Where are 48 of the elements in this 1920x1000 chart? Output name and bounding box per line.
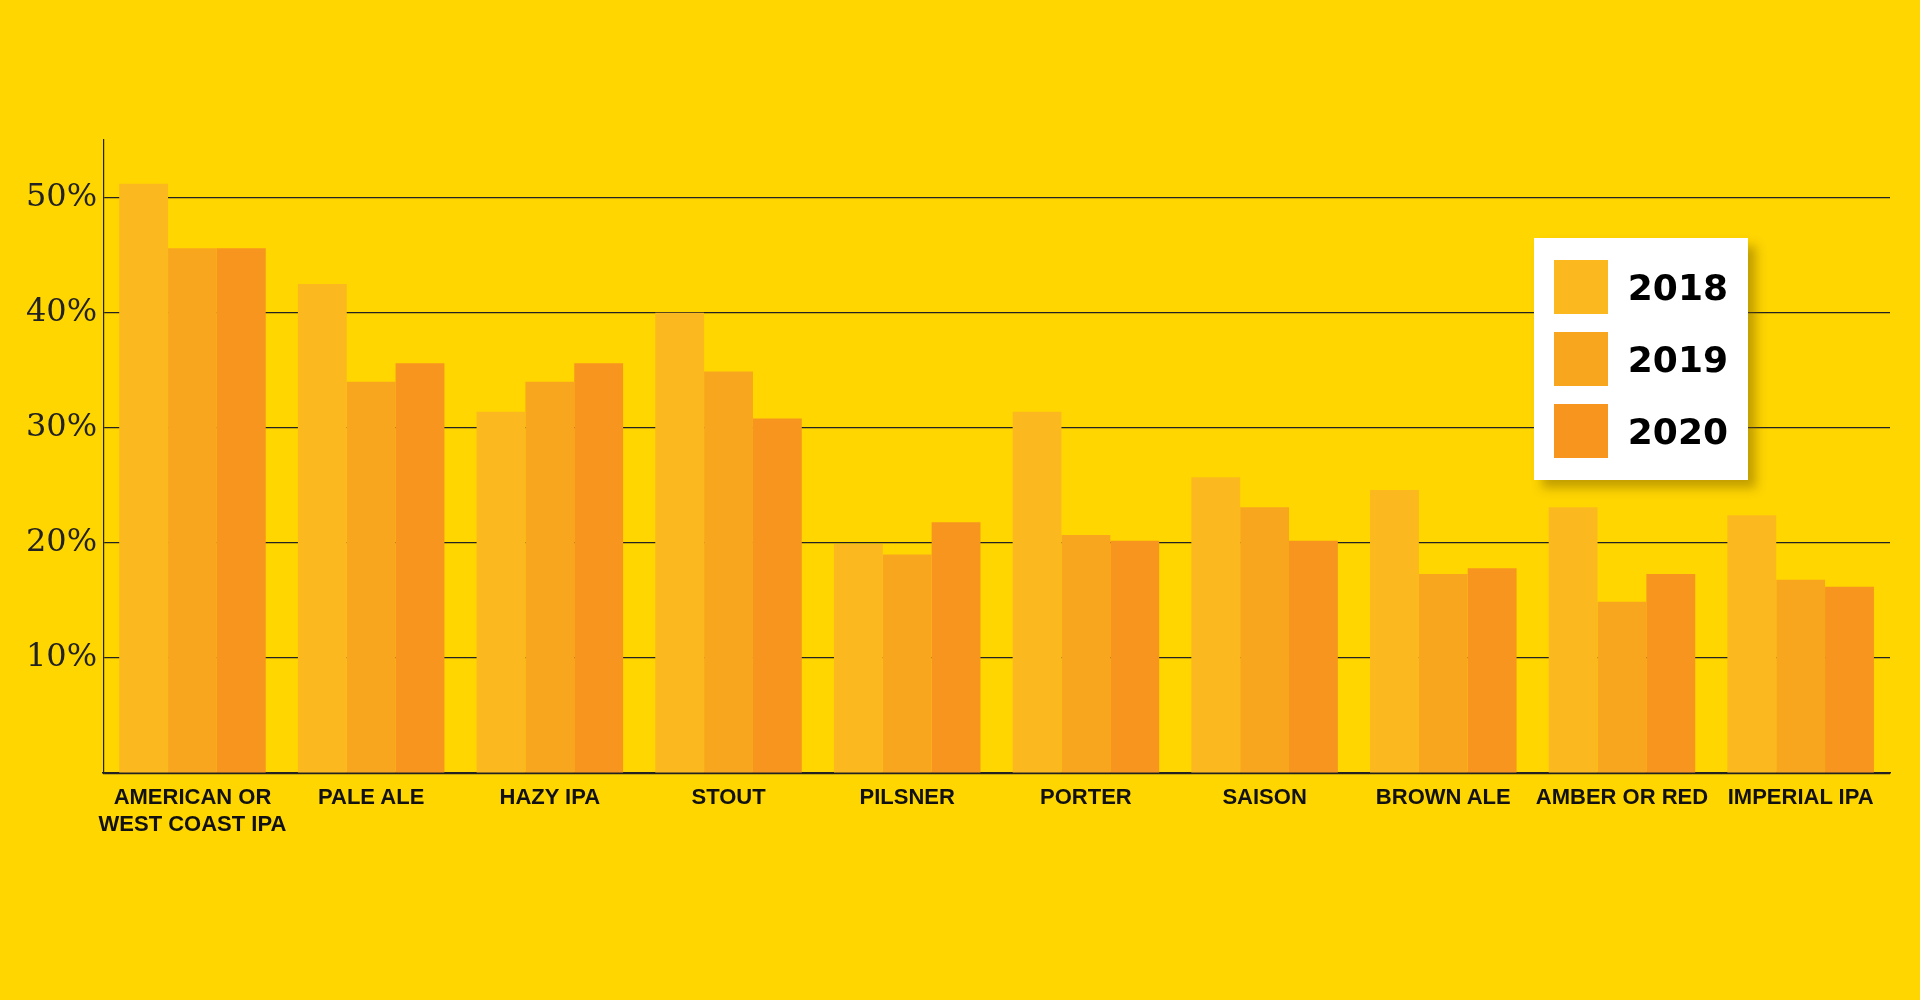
- x-tick-label: PALE ALE: [317, 784, 425, 810]
- bar: [1240, 507, 1290, 773]
- bar: [525, 381, 575, 773]
- x-tick-label: BROWN ALE: [1375, 784, 1511, 810]
- x-tick-label: PORTER: [1040, 784, 1132, 810]
- y-tick-label: 20%: [26, 521, 98, 560]
- x-tick-label: AMBER OR RED: [1535, 784, 1709, 810]
- bar: [297, 283, 347, 773]
- bar: [1110, 540, 1160, 773]
- x-tick-label: AMERICAN OR WEST COAST IPA: [98, 784, 287, 836]
- x-tick-label: HAZY IPA: [499, 784, 601, 810]
- bar: [655, 312, 705, 773]
- y-tick-label: 10%: [26, 636, 98, 675]
- bar: [574, 363, 624, 773]
- bar: [216, 248, 266, 773]
- legend-label: 2020: [1627, 410, 1728, 452]
- bar: [1597, 601, 1647, 773]
- bar: [1370, 489, 1419, 773]
- bar: [1776, 579, 1826, 773]
- bar: [395, 363, 445, 773]
- x-tick-label: IMPERIAL IPA: [1727, 784, 1874, 810]
- bar: [752, 418, 802, 773]
- bar: [119, 183, 169, 773]
- bar: [931, 522, 981, 773]
- bar: [704, 371, 753, 773]
- y-tick-label: 40%: [26, 291, 98, 329]
- bar: [346, 381, 396, 773]
- bar: [1191, 477, 1241, 773]
- x-tick-label: PILSNER: [859, 784, 955, 810]
- bar: [1825, 586, 1874, 773]
- bar: [476, 411, 526, 773]
- bar: [168, 248, 217, 773]
- bar: [1418, 574, 1468, 773]
- x-tick-label: STOUT: [691, 784, 767, 810]
- bar: [1467, 568, 1517, 773]
- bar: [1727, 515, 1777, 773]
- legend-label: 2018: [1627, 266, 1728, 308]
- bar: [882, 554, 932, 773]
- legend-label: 2019: [1627, 338, 1728, 380]
- bar: [1012, 411, 1062, 773]
- bar: [833, 544, 883, 773]
- bar: [1289, 540, 1338, 773]
- bar: [1548, 507, 1598, 773]
- y-tick-label: 50%: [26, 175, 98, 214]
- bar: [1646, 574, 1696, 773]
- bar: [1061, 534, 1111, 773]
- x-tick-label: SAISON: [1222, 784, 1307, 810]
- y-tick-label: 30%: [26, 406, 98, 445]
